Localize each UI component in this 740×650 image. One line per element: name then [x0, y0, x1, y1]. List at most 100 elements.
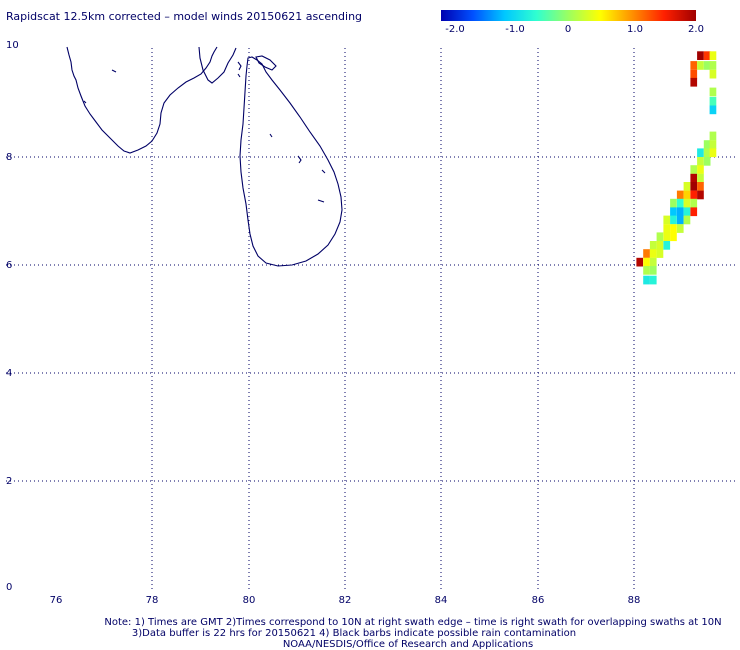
swath-cell — [643, 257, 650, 267]
swath-cell — [703, 140, 711, 149]
colorbar: -2.0 -1.0 0 1.0 2.0 — [441, 10, 704, 35]
swath-cell — [709, 51, 717, 60]
swath-cell — [697, 190, 704, 200]
swath-cell — [663, 241, 671, 250]
swath-cell — [663, 224, 671, 233]
swath-cell — [683, 182, 691, 191]
y-tick-label: 0 — [6, 582, 12, 593]
y-tick-label: 8 — [6, 152, 12, 163]
swath-cell — [709, 69, 717, 79]
swath-cell — [643, 249, 650, 258]
swath-cell — [709, 131, 717, 141]
swath-cell — [683, 190, 691, 200]
swath-cell — [690, 198, 698, 208]
swath-cell — [670, 232, 677, 242]
swath-cell — [690, 190, 698, 200]
coastline-islet — [83, 100, 87, 104]
swath-cell — [636, 257, 644, 267]
y-tick-label: 10 — [6, 40, 19, 51]
swath-cell — [676, 190, 684, 200]
swath-cell — [697, 148, 704, 158]
swath-cell — [697, 157, 704, 166]
swath-cell — [690, 69, 698, 79]
swath-cell — [697, 61, 704, 70]
swath-cell — [643, 266, 650, 275]
coastline-india — [66, 46, 218, 154]
swath-cell — [703, 157, 711, 166]
swath-cell — [703, 148, 711, 158]
coastline-islet — [321, 169, 326, 174]
swath-cell — [649, 249, 657, 258]
swath-cell — [683, 207, 691, 217]
colorbar-label: 2.0 — [688, 24, 704, 35]
x-tick-label: 82 — [339, 595, 352, 606]
swath-cell — [676, 198, 684, 208]
swath-cell — [676, 215, 684, 225]
coastline-islet — [269, 133, 273, 138]
x-tick-label: 88 — [628, 595, 641, 606]
colorbar-gradient — [441, 10, 696, 21]
swath-cell — [690, 61, 698, 70]
swath-cell — [670, 207, 677, 217]
swath-cell — [697, 182, 704, 191]
coastline-islet — [111, 69, 117, 73]
footnote-line: 3)Data buffer is 22 hrs for 20150621 4) … — [132, 628, 576, 639]
footnote-line: Note: 1) Times are GMT 2)Times correspon… — [104, 617, 721, 628]
swath-cell — [670, 215, 677, 225]
swath-cell — [709, 96, 717, 106]
swath-cell — [697, 173, 704, 183]
swath-cell — [663, 232, 671, 242]
swath-cell — [656, 241, 664, 250]
colorbar-label: -1.0 — [505, 24, 525, 35]
swath-cell — [649, 257, 657, 267]
coastline-sri-lanka — [239, 56, 343, 267]
swath-cell — [670, 224, 677, 233]
footnote-line: NOAA/NESDIS/Office of Research and Appli… — [283, 639, 533, 650]
x-tick-label: 80 — [243, 595, 256, 606]
wind-swath — [636, 51, 717, 285]
swath-cell — [690, 207, 698, 217]
footnotes: Note: 1) Times are GMT 2)Times correspon… — [104, 617, 721, 650]
swath-cell — [670, 198, 677, 208]
x-tick-label: 76 — [50, 595, 63, 606]
swath-cell — [697, 51, 704, 60]
map-title: Rapidscat 12.5km corrected – model winds… — [6, 10, 362, 23]
swath-cell — [690, 182, 698, 191]
swath-cell — [709, 87, 717, 97]
swath-cell — [709, 61, 717, 70]
coastline-islet — [317, 199, 325, 203]
x-tick-label: 78 — [146, 595, 159, 606]
x-axis-ticks: 76 78 80 82 84 86 88 — [50, 595, 641, 606]
y-tick-label: 4 — [6, 368, 12, 379]
coastline — [66, 46, 343, 267]
coastline-india-delta — [198, 46, 237, 84]
x-tick-label: 86 — [532, 595, 545, 606]
swath-cell — [690, 173, 698, 183]
swath-cell — [683, 198, 691, 208]
coastline-islet — [297, 155, 302, 164]
swath-cell — [690, 165, 698, 174]
swath-cell — [656, 249, 664, 258]
swath-cell — [656, 232, 664, 242]
colorbar-label: 1.0 — [627, 24, 643, 35]
swath-cell — [663, 215, 671, 225]
swath-cell — [690, 77, 698, 87]
swath-cell — [703, 51, 711, 60]
swath-cell — [676, 224, 684, 233]
swath-cell — [709, 105, 717, 115]
swath-cell — [709, 148, 717, 158]
y-tick-label: 2 — [6, 476, 12, 487]
swath-cell — [643, 275, 650, 285]
x-tick-label: 84 — [435, 595, 448, 606]
y-axis-ticks: 0 2 4 6 8 10 — [6, 40, 19, 593]
swath-cell — [649, 275, 657, 285]
coastline-islet — [237, 73, 241, 78]
swath-cell — [649, 241, 657, 250]
colorbar-label: -2.0 — [445, 24, 465, 35]
coastline-jaffna — [255, 55, 277, 71]
swath-cell — [649, 266, 657, 275]
swath-cell — [676, 207, 684, 217]
y-tick-label: 6 — [6, 260, 12, 271]
graticule — [6, 48, 735, 590]
